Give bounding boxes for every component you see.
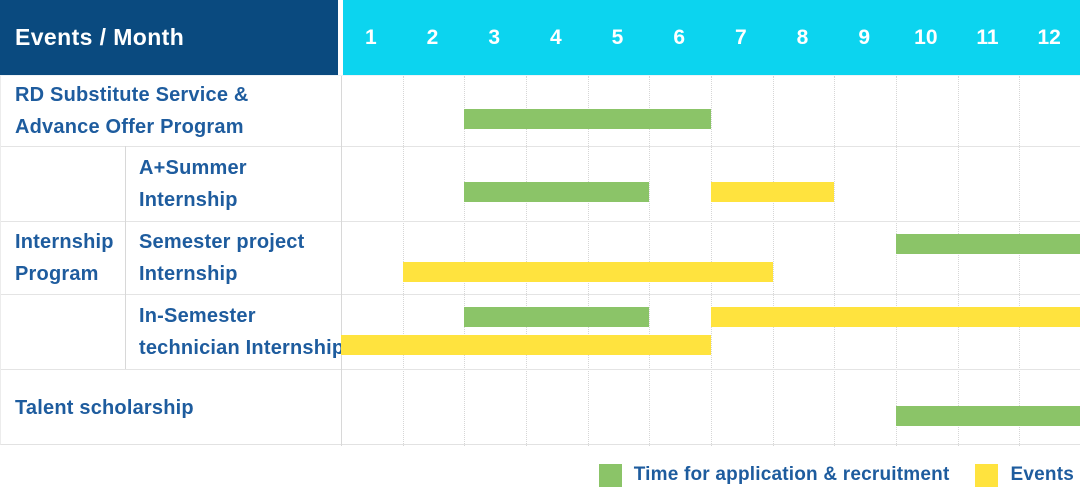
row-label-in-semester-technician-internship: In-Semester technician Internship [139,304,345,359]
legend-label-events: Events [1010,464,1074,485]
month-label-9: 9 [858,25,870,49]
month-gridline [587,76,589,446]
month-label-4: 4 [549,25,562,49]
header-row: Events / Month 1 2 3 4 5 6 7 8 9 10 11 12 [0,0,1080,75]
sub-label-column-divider [125,146,126,369]
bar-application-recruitment [464,182,650,202]
month-label-8: 8 [796,25,809,49]
month-label-1: 1 [364,25,377,49]
row-divider [1,146,1080,147]
bar-events [341,335,711,355]
month-gridline [526,76,527,446]
row-label-semester-project-internship: Semester project Internship [139,230,305,285]
chart-body: RD Substitute Service & Advance Offer Pr… [0,75,1080,446]
month-label-2: 2 [426,25,439,49]
month-label-7: 7 [734,25,747,49]
legend-label-application-recruitment: Time for application & recruitment [633,464,950,485]
month-gridline [896,76,897,446]
month-label-11: 11 [976,25,999,49]
label-column-divider [341,76,342,446]
legend: Time for application & recruitment Event… [598,463,1074,487]
legend-swatch-application-recruitment [598,463,622,487]
month-label-12: 12 [1037,25,1061,49]
row-divider [1,221,1080,222]
month-gridline [711,76,712,446]
group-label-internship-program: Internship Program [15,230,114,285]
month-gridline [464,76,466,446]
bar-application-recruitment [896,234,1080,254]
legend-swatch-events [975,463,999,487]
month-gridline [402,76,404,446]
header-events-month-cell: Events / Month [0,0,338,75]
header-title: Events / Month [15,24,185,50]
row-divider [1,369,1080,370]
month-label-10: 10 [914,25,938,49]
row-label-talent-scholarship: Talent scholarship [15,396,194,419]
bar-events [711,307,1080,327]
month-label-5: 5 [611,25,624,49]
row-label-a-summer-internship: A+Summer Internship [139,156,247,211]
bar-application-recruitment [896,406,1080,426]
month-gridline [1019,76,1021,446]
month-label-3: 3 [488,25,500,49]
month-label-6: 6 [673,25,685,49]
row-label-rd-substitute-service: RD Substitute Service & Advance Offer Pr… [15,84,249,138]
month-gridline [834,76,836,446]
bar-events [402,262,773,282]
bar-events [711,182,835,202]
month-gridline [649,76,651,446]
bar-application-recruitment [464,109,711,129]
month-gridline [957,76,959,446]
header-months-band [343,0,1080,75]
month-gridline [772,76,774,446]
row-divider [1,294,1080,295]
bar-application-recruitment [464,307,650,327]
